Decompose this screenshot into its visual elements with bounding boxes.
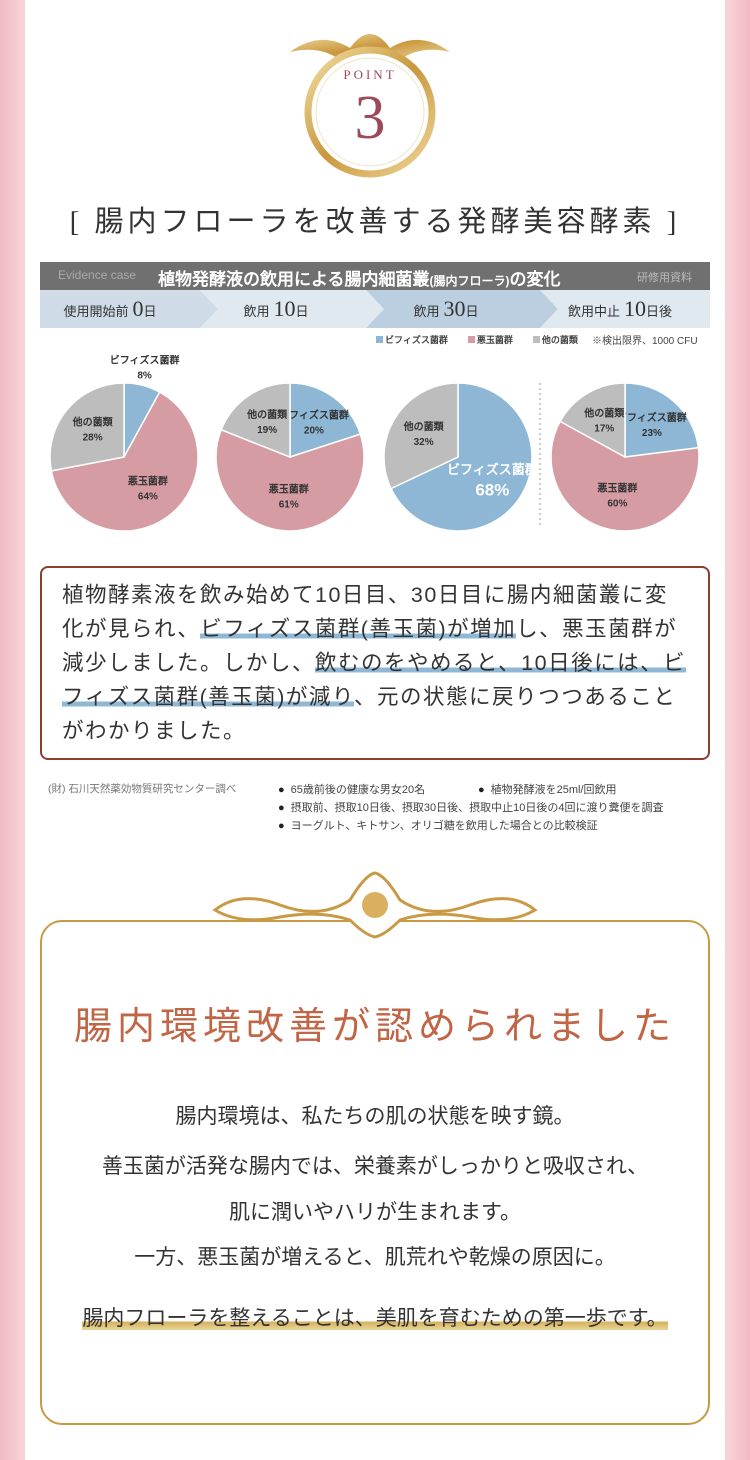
badge-inner	[315, 57, 425, 167]
condition: 植物発酵液を25ml/回飲用	[478, 781, 617, 797]
slice-category: 悪玉菌群	[128, 475, 168, 488]
slice-category: 他の菌類	[403, 420, 445, 433]
study-title-main: 植物発酵液の飲用による腸内細菌叢	[158, 270, 430, 289]
pie-slice	[220, 382, 291, 459]
pie-slice	[624, 382, 700, 458]
study-title-end: の変化	[509, 270, 561, 289]
slice-category: ビフィズス菌群	[617, 411, 687, 424]
legend-label: 悪玉菌群	[476, 335, 513, 345]
legend-item: ビフィズス菌群	[376, 335, 458, 345]
summary-text: 、元の状態に戻りつつあることがわかりました。	[62, 685, 677, 743]
slice-value: 64%	[138, 492, 158, 503]
point-badge: POINT 3	[290, 34, 450, 178]
slice-value: 68%	[475, 480, 509, 499]
stage-label: 飲用	[243, 304, 270, 319]
summary-text: 植物酵素液を飲み始めて10日目、30日目に腸内細菌叢に変化が見られ、	[62, 583, 668, 641]
stage-unit: 日	[465, 304, 479, 319]
stage-number: 10	[273, 296, 296, 321]
slice-value: 19%	[257, 425, 277, 436]
study-title-note: (腸内フローラ)	[429, 274, 510, 288]
heading: [ 腸内フローラを改善する発酵美容酵素 ]	[69, 206, 681, 238]
limit-note: ※検出限界、1000 CFU	[592, 336, 698, 347]
point-number: 3	[355, 84, 386, 152]
pie-slice	[390, 382, 533, 532]
legend-item: 悪玉菌群	[467, 335, 523, 345]
condition: 摂取前、摂取10日後、摂取30日後、摂取中止10日後の4回に渡り糞便を調査	[278, 799, 664, 815]
result-title: 腸内環境改善が認められました	[73, 1006, 676, 1048]
stage-shape	[540, 290, 710, 328]
slice-value: 28%	[83, 433, 103, 444]
stage-number: 30	[443, 296, 466, 321]
stage-unit: 日後	[646, 304, 673, 319]
legend-label: 他の菌類	[541, 335, 578, 345]
slice-value: 32%	[414, 437, 434, 448]
ornament-center	[362, 892, 388, 918]
pie-slice	[215, 428, 365, 532]
stage-ribbon	[40, 290, 710, 328]
study-title-bar: Evidence case 植物発酵液の飲用による腸内細菌叢(腸内フローラ)の変…	[40, 262, 710, 290]
condition: 65歳前後の健康な男女20名	[278, 781, 425, 797]
legend-swatch	[532, 336, 540, 343]
stage-unit: 日	[143, 304, 157, 319]
pie-slice	[50, 391, 199, 532]
result-line: 腸内環境は、私たちの肌の状態を映す鏡。	[175, 1105, 575, 1128]
pie-slice	[550, 420, 700, 532]
slice-category: 他の菌類	[72, 416, 114, 429]
condition: ヨーグルト、キトサン、オリゴ糖を飲用した場合との比較検証	[278, 817, 598, 833]
stage: 飲用 30日	[366, 296, 526, 322]
result-line: 一方、悪玉菌が増えると、肌荒れや乾燥の原因に。	[134, 1246, 616, 1269]
conclusion-text: 腸内フローラを整えることは、美肌を育むための第一歩です。	[82, 1307, 668, 1330]
stage: 飲用 10日	[196, 296, 356, 322]
ornament	[212, 871, 538, 939]
stage: 飲用中止 10日後	[540, 296, 700, 322]
slice-category: 他の菌類	[583, 407, 625, 420]
stage-shape	[366, 290, 558, 328]
summary-text: し、悪玉菌群が減少しました。しかし、	[62, 617, 678, 675]
pie-slice	[559, 382, 626, 459]
badge-ring	[304, 46, 436, 178]
slice-value: 8%	[137, 370, 152, 381]
study-tag: Evidence case	[58, 268, 137, 282]
conclusion: 腸内フローラを整えることは、美肌を育むための第一歩です。	[0, 1302, 750, 1332]
legend-label: ビフィズス菌群	[385, 335, 448, 345]
slice-category: 悪玉菌群	[597, 482, 637, 495]
result-line: 善玉菌が活発な腸内では、栄養素がしっかりと吸収され、	[101, 1155, 649, 1178]
summary-highlight: ビフィズス菌群(善玉菌)が増加	[200, 617, 517, 641]
slice-category: 他の菌類	[246, 408, 288, 421]
slice-category: ビフィズス菌群	[447, 462, 538, 477]
stage-shape	[40, 290, 218, 328]
stage-unit: 日	[295, 304, 309, 319]
stage-label: 飲用中止	[567, 304, 620, 319]
content-column	[25, 0, 725, 1460]
slice-value: 23%	[642, 428, 662, 439]
stage-number: 10	[624, 296, 646, 321]
legend-swatch	[376, 336, 383, 343]
stage-number: 0	[132, 296, 144, 321]
pie-slice	[49, 382, 125, 472]
stage: 使用開始前 0日	[30, 296, 190, 322]
legend-item: 他の菌類	[532, 335, 588, 345]
stage-shape	[200, 290, 384, 328]
legend-swatch	[467, 336, 475, 343]
slice-category: 悪玉菌群	[269, 482, 309, 495]
stage-label: 使用開始前	[63, 304, 129, 319]
stage-label: 飲用	[413, 304, 440, 319]
summary-box: 植物酵素液を飲み始めて10日目、30日目に腸内細菌叢に変化が見られ、ビフィズス菌…	[40, 566, 710, 760]
legend: ビフィズス菌群 悪玉菌群 他の菌類	[376, 333, 598, 346]
slice-category: ビフィズス菌群	[110, 355, 180, 366]
result-line: 肌に潤いやハリが生まれます。	[229, 1201, 521, 1224]
source-tag: 研修用資料	[637, 272, 692, 284]
pie-charts: ビフィズス菌群 8% 悪玉菌群 64% 他の菌類 28% ビフィズス菌群 20% 悪玉菌群 61%…	[49, 355, 700, 532]
pie-slice	[383, 382, 459, 490]
slice-value: 60%	[607, 499, 627, 510]
study-title: 植物発酵液の飲用による腸内細菌叢(腸内フローラ)の変化	[158, 265, 561, 290]
slice-value: 61%	[279, 499, 299, 510]
pie-slice	[289, 382, 362, 459]
slice-value: 17%	[594, 424, 614, 435]
slice-value: 20%	[304, 426, 324, 437]
point-label: POINT	[343, 67, 396, 82]
source: (財) 石川天然薬効物質研究センター調べ	[48, 783, 237, 795]
slice-category: ビフィズス菌群	[279, 409, 349, 422]
